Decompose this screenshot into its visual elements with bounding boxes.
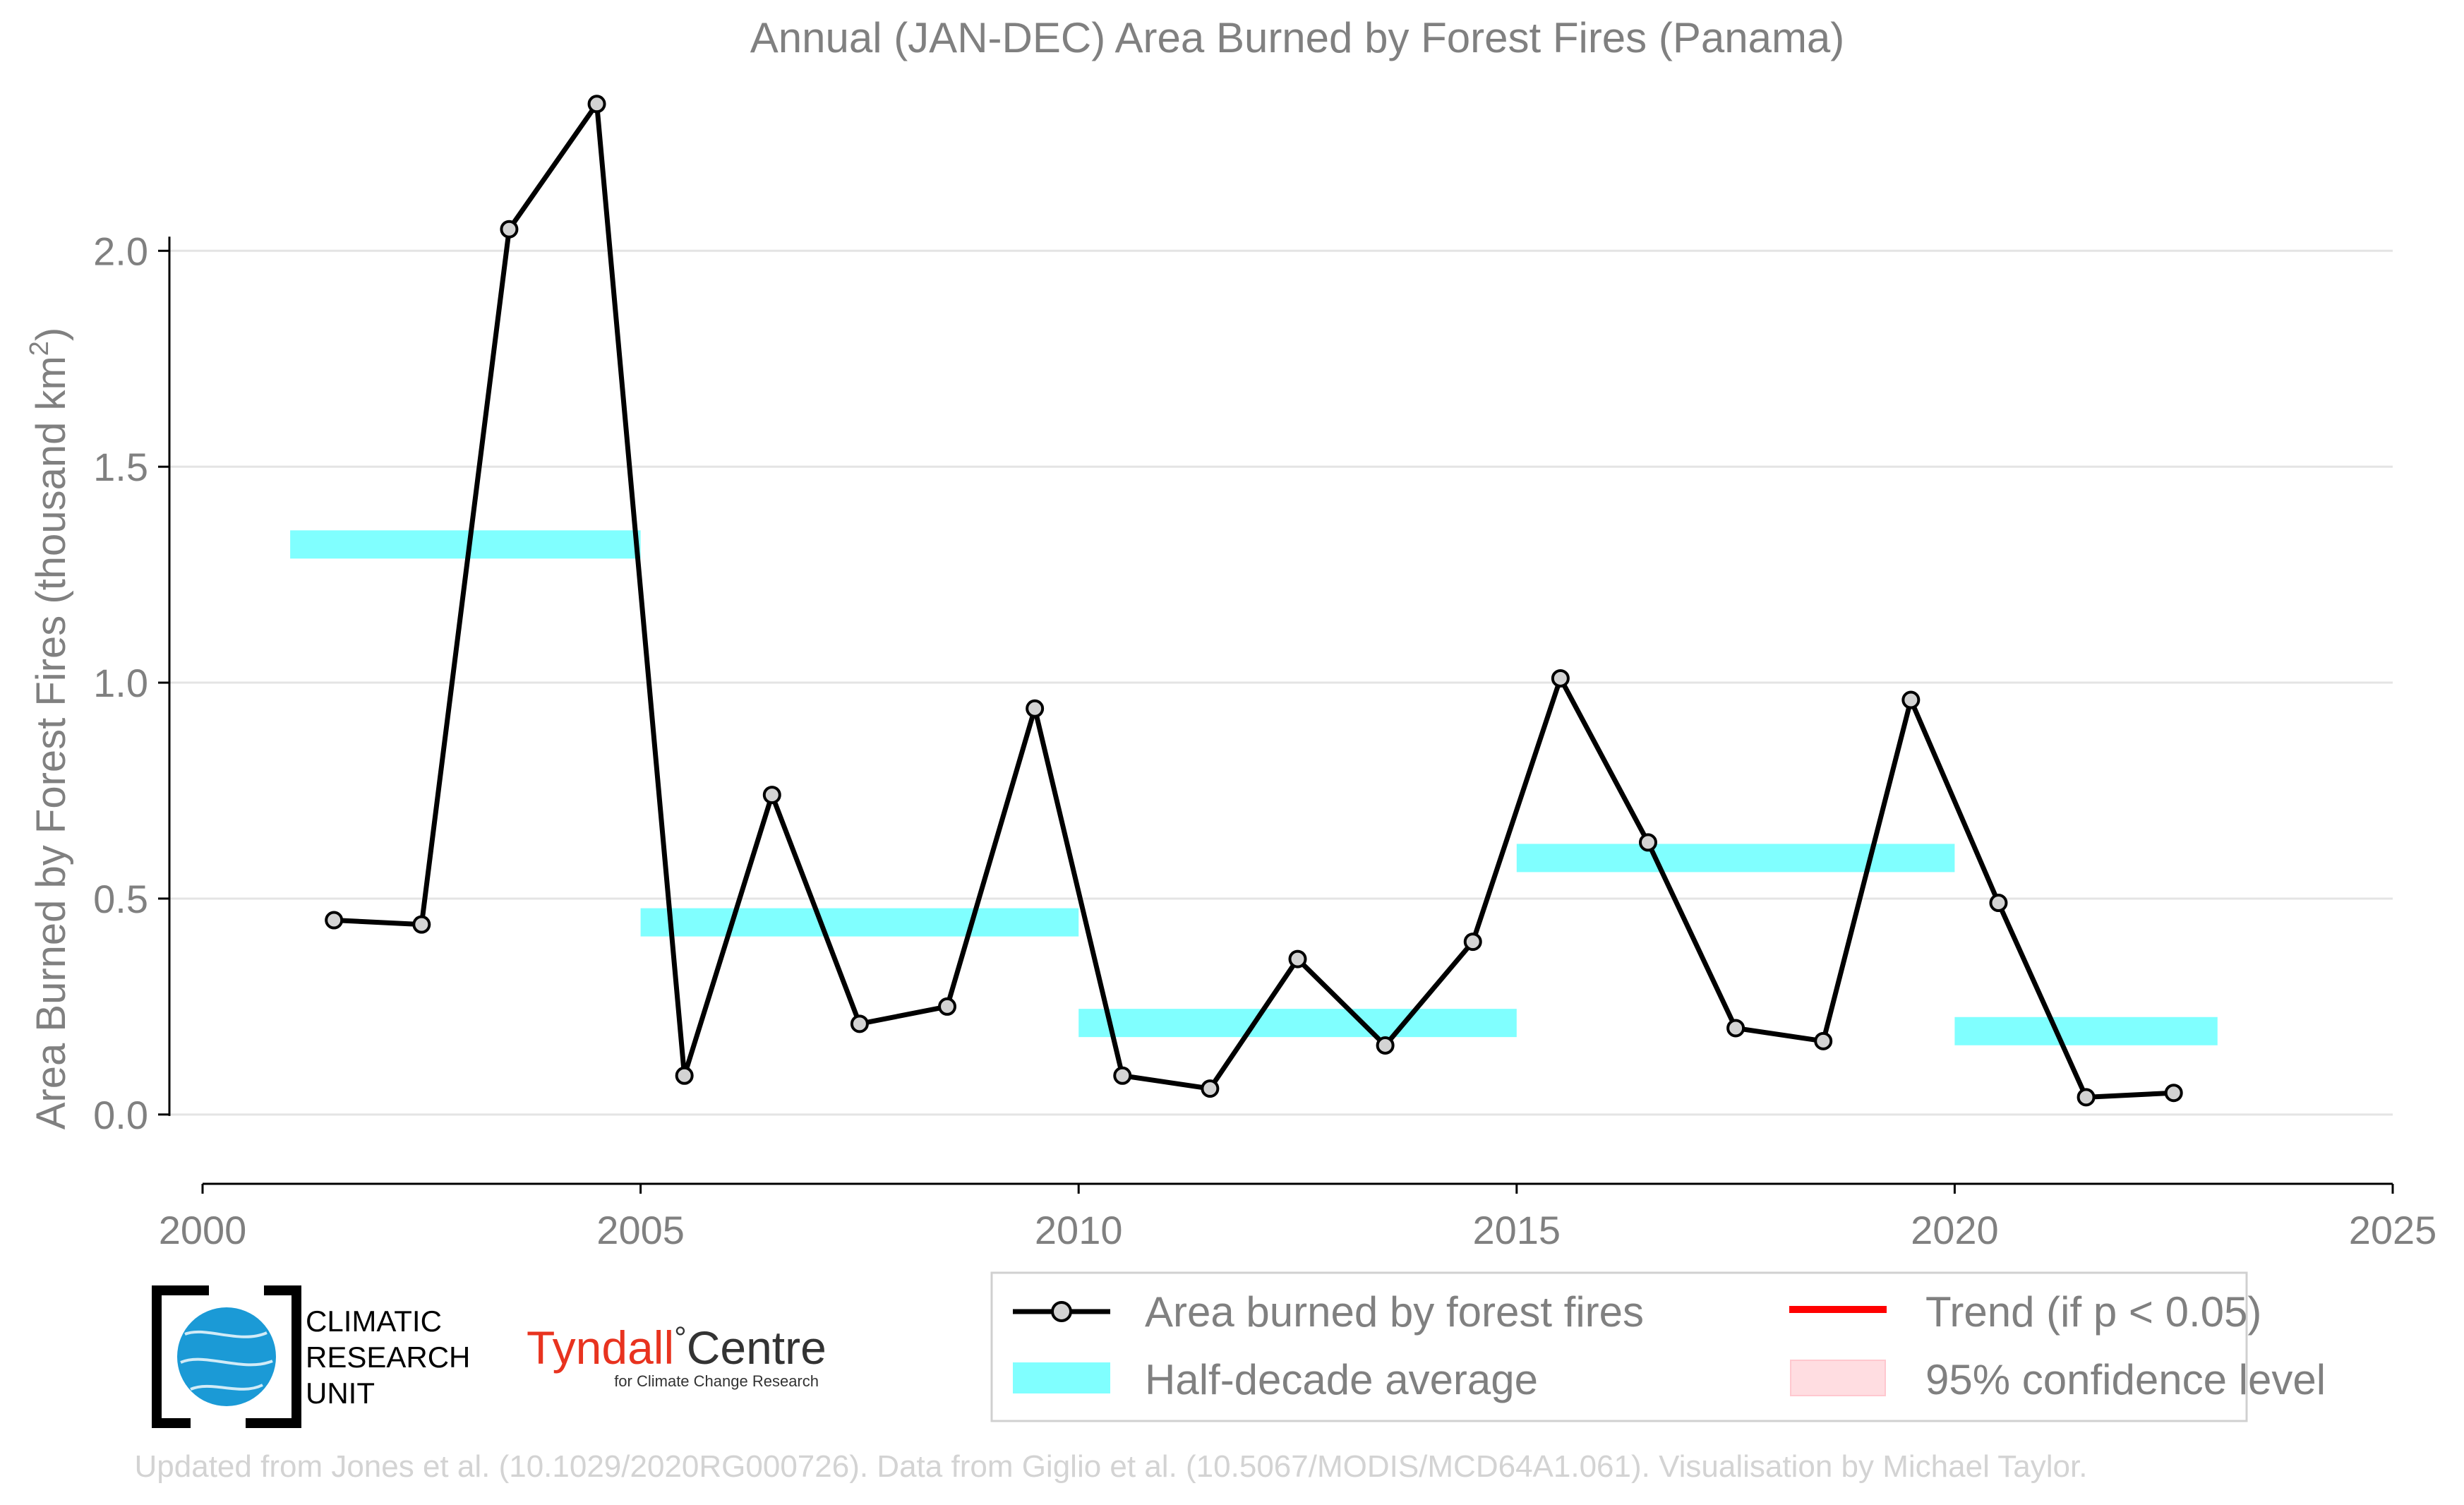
data-point <box>1376 1036 1395 1055</box>
tyndall-logo-subtitle: for Climate Change Research <box>614 1372 819 1390</box>
cru-logo-bracket-right <box>246 1285 301 1428</box>
gridlines <box>169 249 2393 1116</box>
x-tick-label: 2015 <box>1473 1208 1561 1252</box>
y-tick-label: 0.5 <box>93 877 148 921</box>
data-point <box>1989 894 2008 913</box>
globe-icon <box>177 1307 276 1406</box>
legend-marker-half-decade <box>1013 1362 1110 1393</box>
data-point <box>1814 1031 1833 1050</box>
data-point <box>1901 690 1921 709</box>
x-tick-label: 2010 <box>1035 1208 1123 1252</box>
half-decade-band <box>1078 1009 1517 1038</box>
data-point <box>2077 1088 2096 1107</box>
half-decade-band <box>290 530 641 559</box>
data-point <box>850 1014 869 1033</box>
half-decade-band <box>640 908 1079 937</box>
cru-logo-bracket-left <box>152 1285 209 1428</box>
data-point <box>1463 933 1482 952</box>
data-point <box>1026 699 1045 718</box>
x-tick-label: 2000 <box>159 1208 247 1252</box>
legend-label-area-burned: Area burned by forest fires <box>1145 1288 1644 1336</box>
cru-logo-line-2: RESEARCH <box>306 1341 470 1374</box>
series-area-burned <box>325 95 2183 1107</box>
data-point <box>1288 949 1307 969</box>
data-point <box>325 911 344 930</box>
tyndall-logo: Tyndall°Centre for Climate Change Resear… <box>527 1321 827 1390</box>
series-line <box>334 101 2174 1100</box>
legend-marker-area-burned-dot <box>1051 1301 1072 1322</box>
y-axis-label: Area Burned by Forest Fires (thousand km… <box>25 328 74 1130</box>
y-axis: 0.0 0.5 1.0 1.5 2.0 <box>93 229 171 1137</box>
x-tick-label: 2020 <box>1911 1208 1999 1252</box>
y-tick-label: 0.0 <box>93 1093 148 1137</box>
x-tick-label: 2005 <box>596 1208 685 1252</box>
chart-title: Annual (JAN-DEC) Area Burned by Forest F… <box>750 14 1845 61</box>
data-point <box>1726 1019 1745 1038</box>
cru-logo-line-1: CLIMATIC <box>306 1305 442 1338</box>
globe-icon-lines <box>180 1330 273 1391</box>
y-tick-label: 1.5 <box>93 445 148 489</box>
data-point <box>587 95 606 114</box>
half-decade-band <box>1954 1017 2218 1045</box>
data-point <box>2164 1084 2183 1103</box>
x-tick-label: 2025 <box>2349 1208 2437 1252</box>
legend-box <box>990 1271 2248 1422</box>
legend: Area burned by forest fires Trend (if p … <box>990 1271 2326 1422</box>
data-point <box>938 997 957 1016</box>
cru-logo-line-3: UNIT <box>306 1377 375 1410</box>
tyndall-logo-title: Tyndall°Centre <box>527 1321 827 1374</box>
data-point <box>1638 833 1657 852</box>
data-point <box>1113 1066 1132 1085</box>
x-axis: 2000 2005 2010 2015 2020 2025 <box>159 1182 2437 1252</box>
footer-credits: Updated from Jones et al. (10.1029/2020R… <box>135 1449 2088 1484</box>
half-decade-average-bands <box>290 530 2218 1045</box>
y-tick-label: 1.0 <box>93 661 148 705</box>
cru-logo: CLIMATIC RESEARCH UNIT <box>152 1285 470 1428</box>
data-point <box>412 915 431 934</box>
legend-label-half-decade: Half-decade average <box>1145 1356 1538 1403</box>
half-decade-band <box>1516 844 1955 873</box>
data-point <box>675 1066 694 1085</box>
y-tick-label: 2.0 <box>93 229 148 273</box>
data-point <box>1201 1079 1220 1098</box>
legend-label-trend: Trend (if p < 0.05) <box>1925 1288 2261 1336</box>
data-point <box>500 220 519 239</box>
data-point <box>1551 668 1570 688</box>
data-point <box>762 786 781 805</box>
legend-marker-confidence <box>1790 1360 1886 1396</box>
legend-label-confidence: 95% confidence level <box>1925 1356 2326 1403</box>
